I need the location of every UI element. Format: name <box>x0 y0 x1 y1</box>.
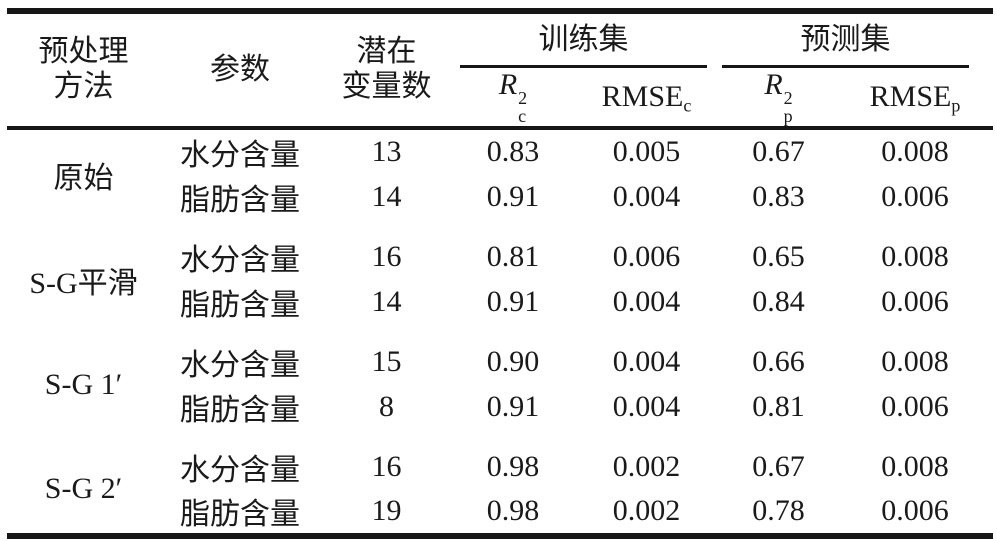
table-row: S-G 2′ 水分含量 16 0.98 0.002 0.67 0.008 <box>7 430 993 505</box>
group-sg-first-derivative: S-G 1′ 水分含量 15 0.90 0.004 0.66 0.008 脂肪含… <box>7 325 993 430</box>
rmsep-cell: 0.008 <box>881 134 949 168</box>
col-group-prediction-set: 预测集 <box>720 11 993 68</box>
latent-cell: 8 <box>379 389 394 423</box>
training-set-label: 训练集 <box>460 14 707 68</box>
method-cell: S-G平滑 <box>29 266 138 300</box>
r2c-cell: 0.91 <box>486 389 540 423</box>
r2c-superscript: 2 <box>518 87 528 108</box>
r2c-cell: 0.91 <box>486 284 540 318</box>
param-cell: 水分含量 <box>180 138 300 172</box>
r2c-cell: 0.81 <box>486 239 540 273</box>
param-cell: 脂肪含量 <box>180 393 300 427</box>
group-original: 原始 水分含量 13 0.83 0.005 0.67 0.008 脂肪含量 14… <box>7 128 993 220</box>
rmsep-cell: 0.006 <box>881 284 949 318</box>
latent-cell: 15 <box>371 344 402 378</box>
latent-cell: 14 <box>371 179 402 213</box>
r2c-symbol: R <box>498 68 518 101</box>
r2p-cell: 0.66 <box>752 344 805 378</box>
prediction-set-label: 预测集 <box>722 14 969 68</box>
param-cell: 脂肪含量 <box>180 183 300 217</box>
table-row: 脂肪含量 8 0.91 0.004 0.81 0.006 <box>7 384 993 430</box>
table-row: S-G平滑 水分含量 16 0.81 0.006 0.65 0.008 <box>7 220 993 300</box>
rmsec-subscript: c <box>683 95 692 115</box>
rmsep-cell: 0.008 <box>881 239 949 273</box>
rmsec-cell: 0.005 <box>612 134 681 168</box>
latent-cell: 19 <box>371 493 402 527</box>
r2p-cell: 0.67 <box>752 134 805 168</box>
col-header-rmsep: RMSEp <box>837 68 993 128</box>
latent-cell: 16 <box>371 449 402 483</box>
param-cell: 水分含量 <box>180 348 300 382</box>
r2c-cell: 0.91 <box>486 179 540 213</box>
latent-cell: 16 <box>371 239 402 273</box>
col-header-latent-variables: 潜在 变量数 <box>320 11 453 128</box>
rmsec-cell: 0.002 <box>612 449 681 483</box>
rmsep-cell: 0.008 <box>881 344 949 378</box>
preprocessing-method-line1: 预处理 <box>38 35 129 69</box>
r2c-cell: 0.98 <box>486 449 540 483</box>
rmsep-symbol: RMSE <box>869 79 952 113</box>
col-header-rmsec: RMSEc <box>573 68 720 128</box>
param-cell: 脂肪含量 <box>180 497 300 531</box>
method-cell: S-G 1′ <box>44 367 123 401</box>
table-row: S-G 1′ 水分含量 15 0.90 0.004 0.66 0.008 <box>7 325 993 401</box>
r2c-cell: 0.98 <box>486 493 540 527</box>
table-row: 脂肪含量 14 0.91 0.004 0.84 0.006 <box>7 279 993 325</box>
r2p-subscript: p <box>783 106 793 127</box>
param-cell: 水分含量 <box>180 453 300 487</box>
rmsec-cell: 0.004 <box>612 389 681 423</box>
method-cell: S-G 2′ <box>44 471 123 505</box>
r2c-cell: 0.83 <box>486 134 540 168</box>
param-cell: 水分含量 <box>180 243 300 277</box>
r2p-cell: 0.65 <box>752 239 805 273</box>
rmsec-cell: 0.004 <box>612 284 681 318</box>
latent-variables-line2: 变量数 <box>341 69 432 103</box>
r2c-subscript: c <box>518 106 527 127</box>
rmsec-cell: 0.004 <box>612 344 681 378</box>
rmsec-cell: 0.004 <box>612 179 681 213</box>
latent-cell: 13 <box>371 134 402 168</box>
table-row: 脂肪含量 14 0.91 0.004 0.83 0.006 <box>7 174 993 220</box>
r2p-symbol: R <box>764 68 783 101</box>
rmsec-cell: 0.006 <box>612 239 681 273</box>
r2p-cell: 0.84 <box>752 284 805 318</box>
group-sg-smoothing: S-G平滑 水分含量 16 0.81 0.006 0.65 0.008 脂肪含量… <box>7 220 993 325</box>
rmsep-cell: 0.008 <box>881 449 949 483</box>
method-cell: 原始 <box>53 161 114 195</box>
table-row: 原始 水分含量 13 0.83 0.005 0.67 0.008 <box>7 128 993 195</box>
r2c-cell: 0.90 <box>486 344 540 378</box>
latent-cell: 14 <box>371 284 402 318</box>
col-header-parameter: 参数 <box>210 52 270 86</box>
r2p-cell: 0.81 <box>752 389 805 423</box>
col-group-training-set: 训练集 <box>453 11 720 68</box>
r2p-cell: 0.78 <box>752 493 805 527</box>
rmsep-cell: 0.006 <box>881 389 949 423</box>
rmsec-cell: 0.002 <box>612 493 681 527</box>
r2p-superscript: 2 <box>783 87 793 108</box>
r2p-cell: 0.83 <box>752 179 805 213</box>
rmsep-subscript: p <box>951 95 961 115</box>
rmsep-cell: 0.006 <box>881 179 949 213</box>
preprocessing-method-line2: 方法 <box>53 69 114 103</box>
group-sg-second-derivative: S-G 2′ 水分含量 16 0.98 0.002 0.67 0.008 脂肪含… <box>7 430 993 536</box>
rmsec-symbol: RMSE <box>601 79 684 113</box>
latent-variables-line1: 潜在 <box>356 35 417 69</box>
r2p-cell: 0.67 <box>752 449 805 483</box>
col-header-preprocessing-method: 预处理 方法 <box>7 11 160 128</box>
header-row-spanners: 预处理 方法 参数 潜在 变量数 训练集 预测集 <box>7 11 993 103</box>
rmsep-cell: 0.006 <box>881 493 949 527</box>
table-row: 脂肪含量 19 0.98 0.002 0.78 0.006 <box>7 489 993 536</box>
param-cell: 脂肪含量 <box>180 288 300 322</box>
